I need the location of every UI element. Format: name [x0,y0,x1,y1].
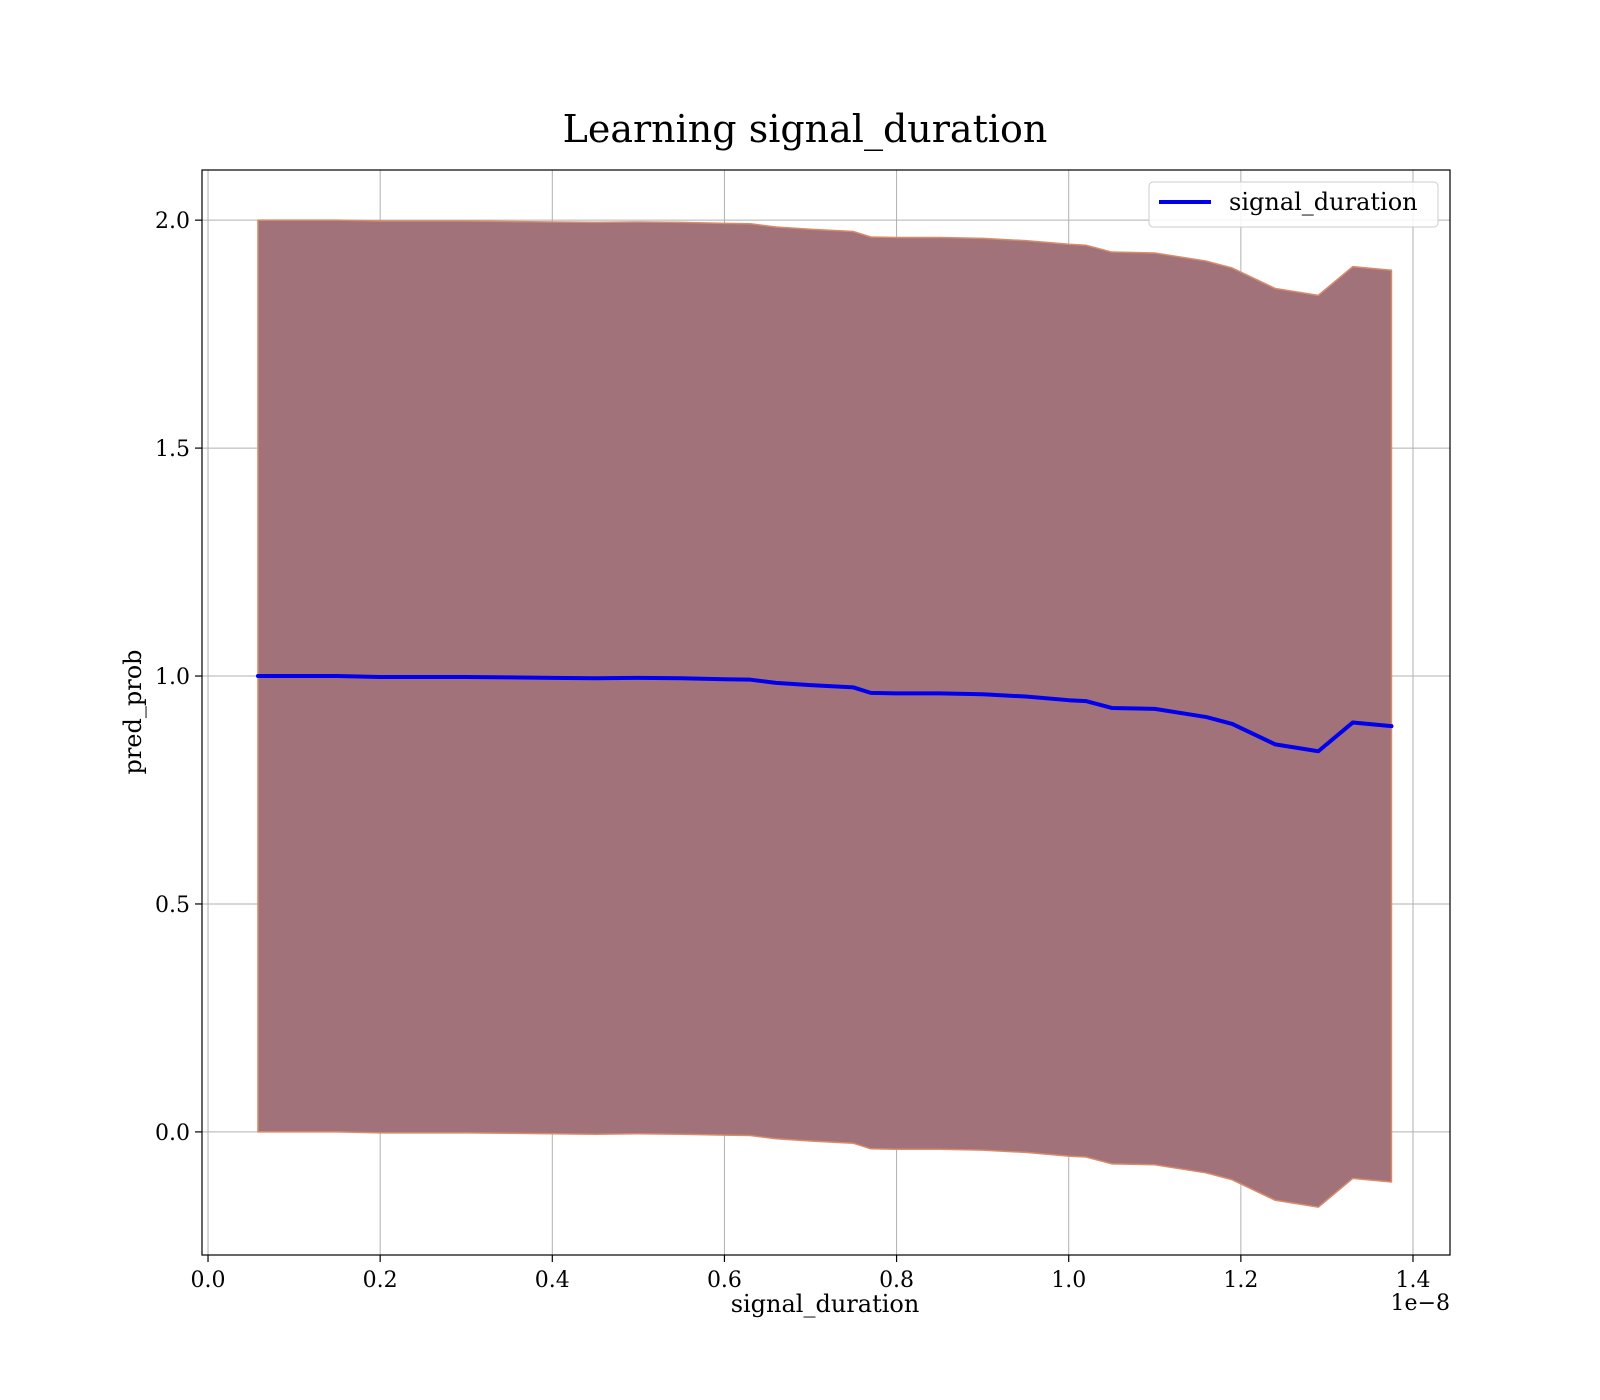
band-area [257,219,1393,1208]
legend-box [1148,181,1439,228]
plot-frame [201,169,1451,1256]
confidence-band [257,219,1393,1208]
series-line-signal-duration [255,674,1394,754]
x-axis-offset-label: 1e−8 [1391,1291,1450,1316]
y-tick-label: 2.0 [155,209,190,234]
y-axis-label: pred_prob [119,649,147,774]
x-tick-label: 0.8 [879,1268,914,1293]
y-tick-label: 0.0 [155,1121,190,1146]
x-tick-label: 1.2 [1223,1268,1258,1293]
x-tick-label: 0.4 [535,1268,570,1293]
y-tick-label: 1.0 [155,665,190,690]
x-tick-label: 0.6 [707,1268,742,1293]
legend-entry-label: signal_duration [1229,188,1418,216]
chart-title: Learning signal_duration [563,107,1048,152]
series-layer [255,674,1394,754]
x-axis-ticks: 0.0 0.2 0.4 0.6 0.8 1.0 1.2 1.4 [191,1255,1430,1293]
x-tick-label: 1.4 [1395,1268,1430,1293]
legend: signal_duration [1148,181,1439,228]
y-tick-label: 0.5 [155,893,190,918]
y-tick-label: 1.5 [155,437,190,462]
x-tick-label: 0.0 [191,1268,226,1293]
x-tick-label: 1.0 [1051,1268,1086,1293]
x-tick-label: 0.2 [363,1268,398,1293]
y-axis-ticks: 0.0 0.5 1.0 1.5 2.0 [155,209,202,1146]
x-axis-label: signal_duration [731,1290,920,1318]
